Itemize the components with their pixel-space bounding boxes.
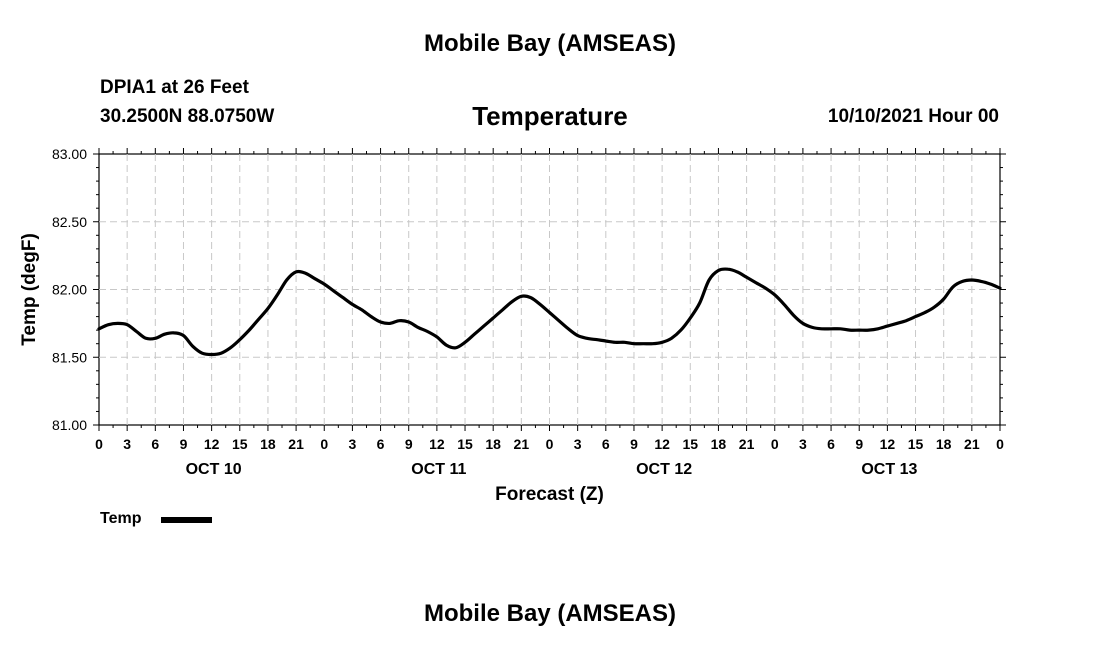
chart-subtitle: Temperature [472,101,628,131]
x-tick-label: 6 [827,436,835,452]
x-tick-label: 3 [123,436,131,452]
series-line-temp [97,267,1002,357]
x-tick-label: 21 [739,436,755,452]
x-tick-label: 0 [546,436,554,452]
x-tick-label: 21 [964,436,980,452]
footer-title: Mobile Bay (AMSEAS) [423,600,677,627]
y-tick-label: 81.50 [52,349,87,365]
x-tick-label: 9 [630,436,638,452]
y-axis-title: Temp (degF) [19,233,40,346]
y-tick-label: 81.00 [52,417,87,433]
x-tick-label: 6 [602,436,610,452]
x-tick-label: 18 [711,436,727,452]
x-tick-label: 18 [485,436,501,452]
x-tick-label: 3 [349,436,357,452]
x-tick-label: 3 [799,436,807,452]
x-tick-label: 0 [95,436,103,452]
x-day-label: OCT 12 [636,461,692,478]
x-tick-label: 12 [880,436,896,452]
x-tick-label: 9 [180,436,188,452]
x-tick-label: 6 [377,436,385,452]
x-tick-label: 15 [682,436,698,452]
x-tick-label: 9 [855,436,863,452]
legend-label: Temp [100,510,142,527]
x-tick-label: 12 [204,436,220,452]
station-label: DPIA1 at 26 Feet [100,77,249,98]
x-day-label: OCT 13 [861,461,917,478]
x-tick-label: 0 [320,436,328,452]
x-tick-label: 18 [260,436,276,452]
legend-line-swatch [161,517,212,523]
x-tick-label: 6 [151,436,159,452]
x-tick-label: 12 [429,436,445,452]
forecast-datetime: 10/10/2021 Hour 00 [827,106,999,127]
x-tick-label: 21 [288,436,304,452]
x-tick-label: 3 [574,436,582,452]
x-tick-label: 0 [996,436,1004,452]
x-tick-label: 15 [232,436,248,452]
x-day-label: OCT 11 [411,461,466,478]
x-tick-label: 12 [654,436,670,452]
x-day-label: OCT 10 [186,461,242,478]
x-tick-label: 15 [457,436,473,452]
x-tick-label: 9 [405,436,413,452]
coordinates-label: 30.2500N 88.0750W [100,106,275,127]
y-tick-label: 82.50 [52,214,87,230]
x-tick-label: 0 [771,436,779,452]
y-tick-label: 83.00 [52,146,87,162]
y-tick-label: 82.00 [52,282,87,298]
x-axis-title: Forecast (Z) [495,484,604,505]
x-tick-label: 15 [908,436,924,452]
x-tick-label: 18 [936,436,952,452]
chart-main-title: Mobile Bay (AMSEAS) [423,30,677,57]
x-tick-label: 21 [514,436,530,452]
